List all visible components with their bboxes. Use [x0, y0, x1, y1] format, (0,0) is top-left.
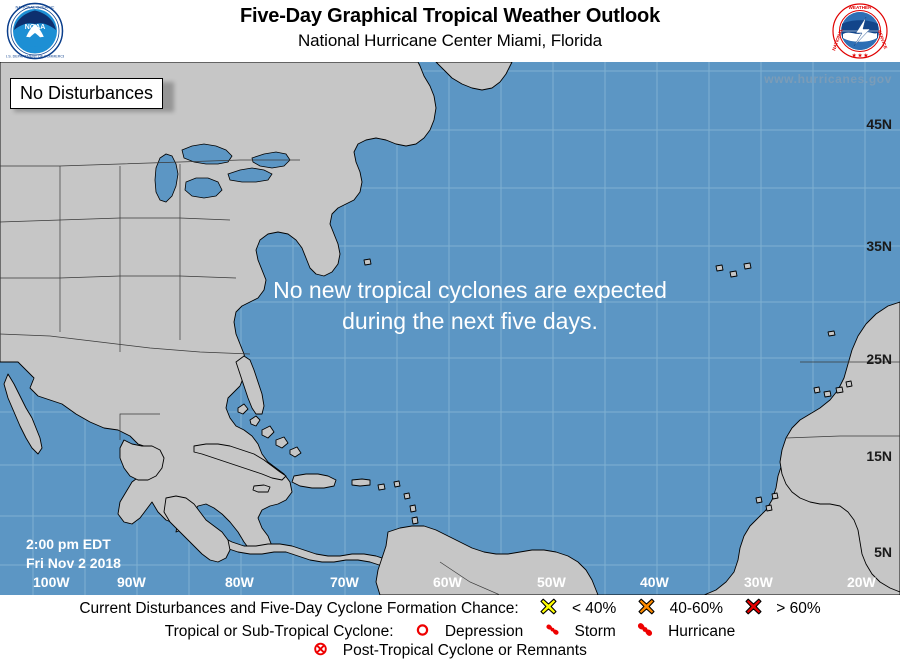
timestamp-date: Fri Nov 2 2018 — [26, 555, 121, 571]
north-america-landmass — [0, 62, 437, 555]
svg-text:NOAA: NOAA — [25, 24, 46, 31]
map-graphics — [0, 62, 900, 595]
legend-medium-chance-text: 40-60% — [669, 600, 724, 617]
svg-text:★ ★ ★: ★ ★ ★ — [852, 53, 869, 59]
website-watermark: www.hurricanes.gov — [764, 72, 892, 86]
legend-hurricane-text: Hurricane — [668, 623, 736, 640]
page-title: Five-Day Graphical Tropical Weather Outl… — [239, 5, 661, 27]
hurricane-icon — [637, 620, 653, 644]
lon-label-70w: 70W — [330, 574, 359, 590]
map-legend: Current Disturbances and Five-Day Cyclon… — [0, 595, 900, 665]
post-tropical-icon — [313, 641, 328, 661]
lat-label-15n: 15N — [866, 448, 892, 464]
northern-landmass — [435, 62, 513, 91]
issuance-timestamp: 2:00 pm EDT Fri Nov 2 2018 — [26, 535, 121, 573]
lon-label-40w: 40W — [640, 574, 669, 590]
no-disturbances-label: No Disturbances — [10, 78, 164, 109]
atlantic-basin-map[interactable]: www.hurricanes.gov No Disturbances No ne… — [0, 62, 900, 595]
lon-label-30w: 30W — [744, 574, 773, 590]
x-low-chance-icon — [540, 598, 557, 620]
outlook-message-line2: during the next five days. — [342, 308, 598, 334]
lon-label-90w: 90W — [117, 574, 146, 590]
lon-label-50w: 50W — [537, 574, 566, 590]
legend-high-chance-text: > 60% — [776, 600, 821, 617]
legend-post-tropical-text: Post-Tropical Cyclone or Remnants — [342, 642, 587, 659]
tropical-storm-icon — [545, 621, 560, 643]
noaa-seal-logo: NATIONAL OCEANIC U.S. DEPARTMENT OF COMM… — [5, 2, 66, 60]
lat-label-25n: 25N — [866, 351, 892, 367]
national-weather-service-logo: WEATHER NATIONAL SERVICE ★ ★ ★ — [830, 2, 890, 60]
atlantic-islands — [363, 258, 752, 278]
lon-label-100w: 100W — [33, 574, 70, 590]
legend-cyclone-label: Tropical or Sub-Tropical Cyclone: — [164, 623, 394, 640]
lon-label-20w: 20W — [847, 574, 876, 590]
lon-label-80w: 80W — [225, 574, 254, 590]
x-high-chance-icon — [745, 598, 762, 620]
legend-post-tropical-row: Post-Tropical Cyclone or Remnants — [0, 641, 900, 661]
legend-depression-text: Depression — [444, 623, 524, 640]
legend-formation-chance-row: Current Disturbances and Five-Day Cyclon… — [0, 598, 900, 620]
timestamp-time: 2:00 pm EDT — [26, 536, 111, 552]
africa-landmass — [755, 301, 900, 593]
political-borders — [0, 159, 900, 595]
south-america-landmass — [163, 361, 900, 595]
legend-cyclone-row: Tropical or Sub-Tropical Cyclone: Depres… — [0, 620, 900, 644]
lat-label-45n: 45N — [866, 116, 892, 132]
svg-text:SERVICE: SERVICE — [877, 29, 889, 50]
header-bar: NATIONAL OCEANIC U.S. DEPARTMENT OF COMM… — [0, 0, 900, 62]
svg-text:NATIONAL OCEANIC: NATIONAL OCEANIC — [16, 5, 55, 10]
depression-icon — [415, 622, 430, 642]
lon-label-60w: 60W — [433, 574, 462, 590]
legend-formation-chance-label: Current Disturbances and Five-Day Cyclon… — [79, 600, 519, 617]
svg-text:U.S. DEPARTMENT OF COMMERCE: U.S. DEPARTMENT OF COMMERCE — [6, 54, 64, 58]
svg-text:WEATHER: WEATHER — [849, 5, 873, 10]
lat-label-5n: 5N — [874, 544, 892, 560]
legend-low-chance-text: < 40% — [571, 600, 617, 617]
page-subtitle: National Hurricane Center Miami, Florida — [297, 31, 602, 50]
x-medium-chance-icon — [638, 598, 655, 620]
lat-label-35n: 35N — [866, 238, 892, 254]
great-lakes — [154, 143, 291, 203]
outlook-message: No new tropical cyclones are expected du… — [150, 275, 790, 337]
legend-storm-text: Storm — [574, 623, 616, 640]
outlook-message-line1: No new tropical cyclones are expected — [273, 277, 667, 303]
